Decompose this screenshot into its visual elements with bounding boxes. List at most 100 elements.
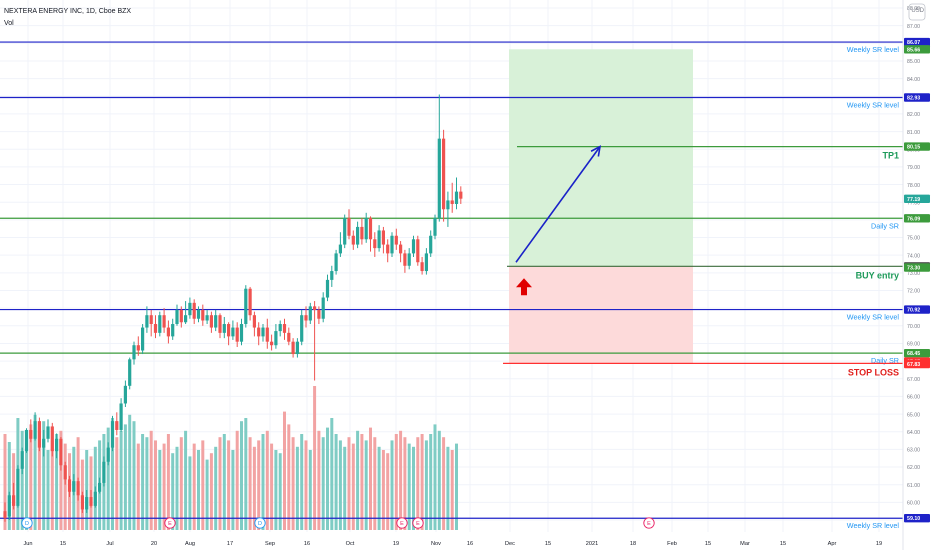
candle-body — [274, 331, 278, 346]
price-badge-label: 67.83 — [907, 362, 920, 368]
volume-bar — [154, 440, 157, 530]
event-marker-icon[interactable] — [21, 517, 33, 529]
candle-body — [209, 315, 213, 328]
volume-bar — [209, 453, 213, 530]
candle-body — [442, 138, 446, 210]
price-tick-label: 62.00 — [907, 465, 920, 471]
trend-arrow-line[interactable] — [515, 146, 601, 263]
time-tick-label: 15 — [545, 541, 551, 547]
volume-bar — [429, 434, 433, 530]
volume-bar — [407, 443, 411, 530]
time-tick-label: 15 — [780, 541, 786, 547]
candle-body — [313, 306, 317, 310]
candle-body — [437, 138, 441, 219]
candle-body — [141, 327, 145, 351]
volume-bar — [394, 434, 398, 530]
time-tick-label: Dec — [505, 541, 515, 547]
volume-bar — [424, 440, 428, 530]
candle-body — [55, 438, 59, 452]
volume-bar — [455, 443, 458, 530]
price-tick-label: 61.00 — [907, 483, 920, 489]
candle-body — [381, 230, 385, 245]
price-badge-label: 70.92 — [907, 308, 920, 314]
volume-bar — [450, 450, 454, 530]
candle-body — [46, 426, 50, 439]
volume-bar — [334, 434, 338, 530]
event-marker-icon[interactable] — [254, 517, 266, 529]
candle-body — [295, 341, 299, 355]
event-marker-icon[interactable] — [412, 517, 424, 529]
volume-bar — [412, 446, 415, 530]
volume-label: Vol — [4, 20, 14, 27]
candle-body — [24, 429, 29, 452]
time-tick-label: Feb — [667, 541, 677, 547]
candle-body — [446, 200, 450, 210]
volume-bar — [369, 427, 372, 530]
drawings — [515, 145, 602, 296]
time-tick-label: 19 — [876, 541, 882, 547]
candle-body — [110, 421, 115, 448]
price-tick-label: 75.00 — [907, 236, 920, 242]
candle-body — [37, 421, 41, 448]
volume-bar — [321, 437, 325, 530]
event-marker-icon[interactable] — [643, 517, 655, 529]
volume-bar — [136, 443, 140, 530]
volume-bar — [63, 443, 67, 530]
candle-body — [270, 341, 274, 346]
volume-bar — [377, 446, 381, 530]
loss-zone[interactable] — [509, 266, 693, 364]
candle-body — [196, 309, 201, 319]
volume-bar — [201, 440, 205, 530]
price-tick-label: 74.00 — [907, 253, 920, 259]
price-tick-label: 81.00 — [907, 130, 920, 136]
event-marker-label: E — [416, 521, 420, 527]
candle-body — [450, 200, 454, 204]
price-badge — [904, 45, 930, 54]
price-badge-label: 73.30 — [907, 266, 920, 272]
volume-bar — [351, 443, 355, 530]
volume-bars — [3, 386, 458, 530]
price-badge-label: 80.15 — [907, 145, 920, 151]
candle-body — [85, 497, 89, 510]
price-badge — [904, 142, 930, 151]
settings-icon[interactable] — [908, 3, 926, 21]
candlesticks — [3, 94, 463, 522]
sr-label: Weekly SR level — [847, 313, 900, 322]
event-marker-icon[interactable] — [396, 517, 408, 529]
candle-body — [218, 315, 222, 333]
price-badge-label: 86.07 — [907, 40, 920, 46]
volume-bar — [270, 443, 274, 530]
volume-bar — [111, 418, 114, 530]
volume-bar — [171, 453, 175, 530]
volume-bar — [433, 424, 437, 530]
candle-body — [3, 511, 7, 519]
volume-bar — [149, 430, 153, 530]
event-marker-icon[interactable] — [164, 517, 176, 529]
volume-bar — [179, 437, 183, 530]
price-tick-label: 84.00 — [907, 77, 920, 83]
candle-body — [429, 235, 433, 254]
price-tick-label: 72.00 — [907, 289, 920, 295]
candle-body — [360, 226, 364, 240]
volume-bar — [50, 440, 54, 530]
time-tick-label: 2021 — [586, 541, 598, 547]
volume-bar — [416, 437, 420, 530]
time-tick-label: 16 — [304, 541, 310, 547]
candle-body — [239, 324, 244, 342]
price-badge — [904, 93, 930, 102]
candle-body — [416, 239, 420, 263]
candle-body — [265, 327, 269, 342]
candle-body — [304, 315, 308, 321]
volume-bar — [283, 411, 286, 530]
price-badge — [904, 37, 930, 47]
candle-body — [390, 235, 394, 254]
volume-bar — [25, 437, 28, 530]
candle-body — [128, 359, 132, 386]
sr-label: TP1 — [882, 151, 899, 161]
volume-bar — [295, 446, 299, 530]
time-tick-label: 19 — [393, 541, 399, 547]
volume-bar — [123, 424, 127, 530]
